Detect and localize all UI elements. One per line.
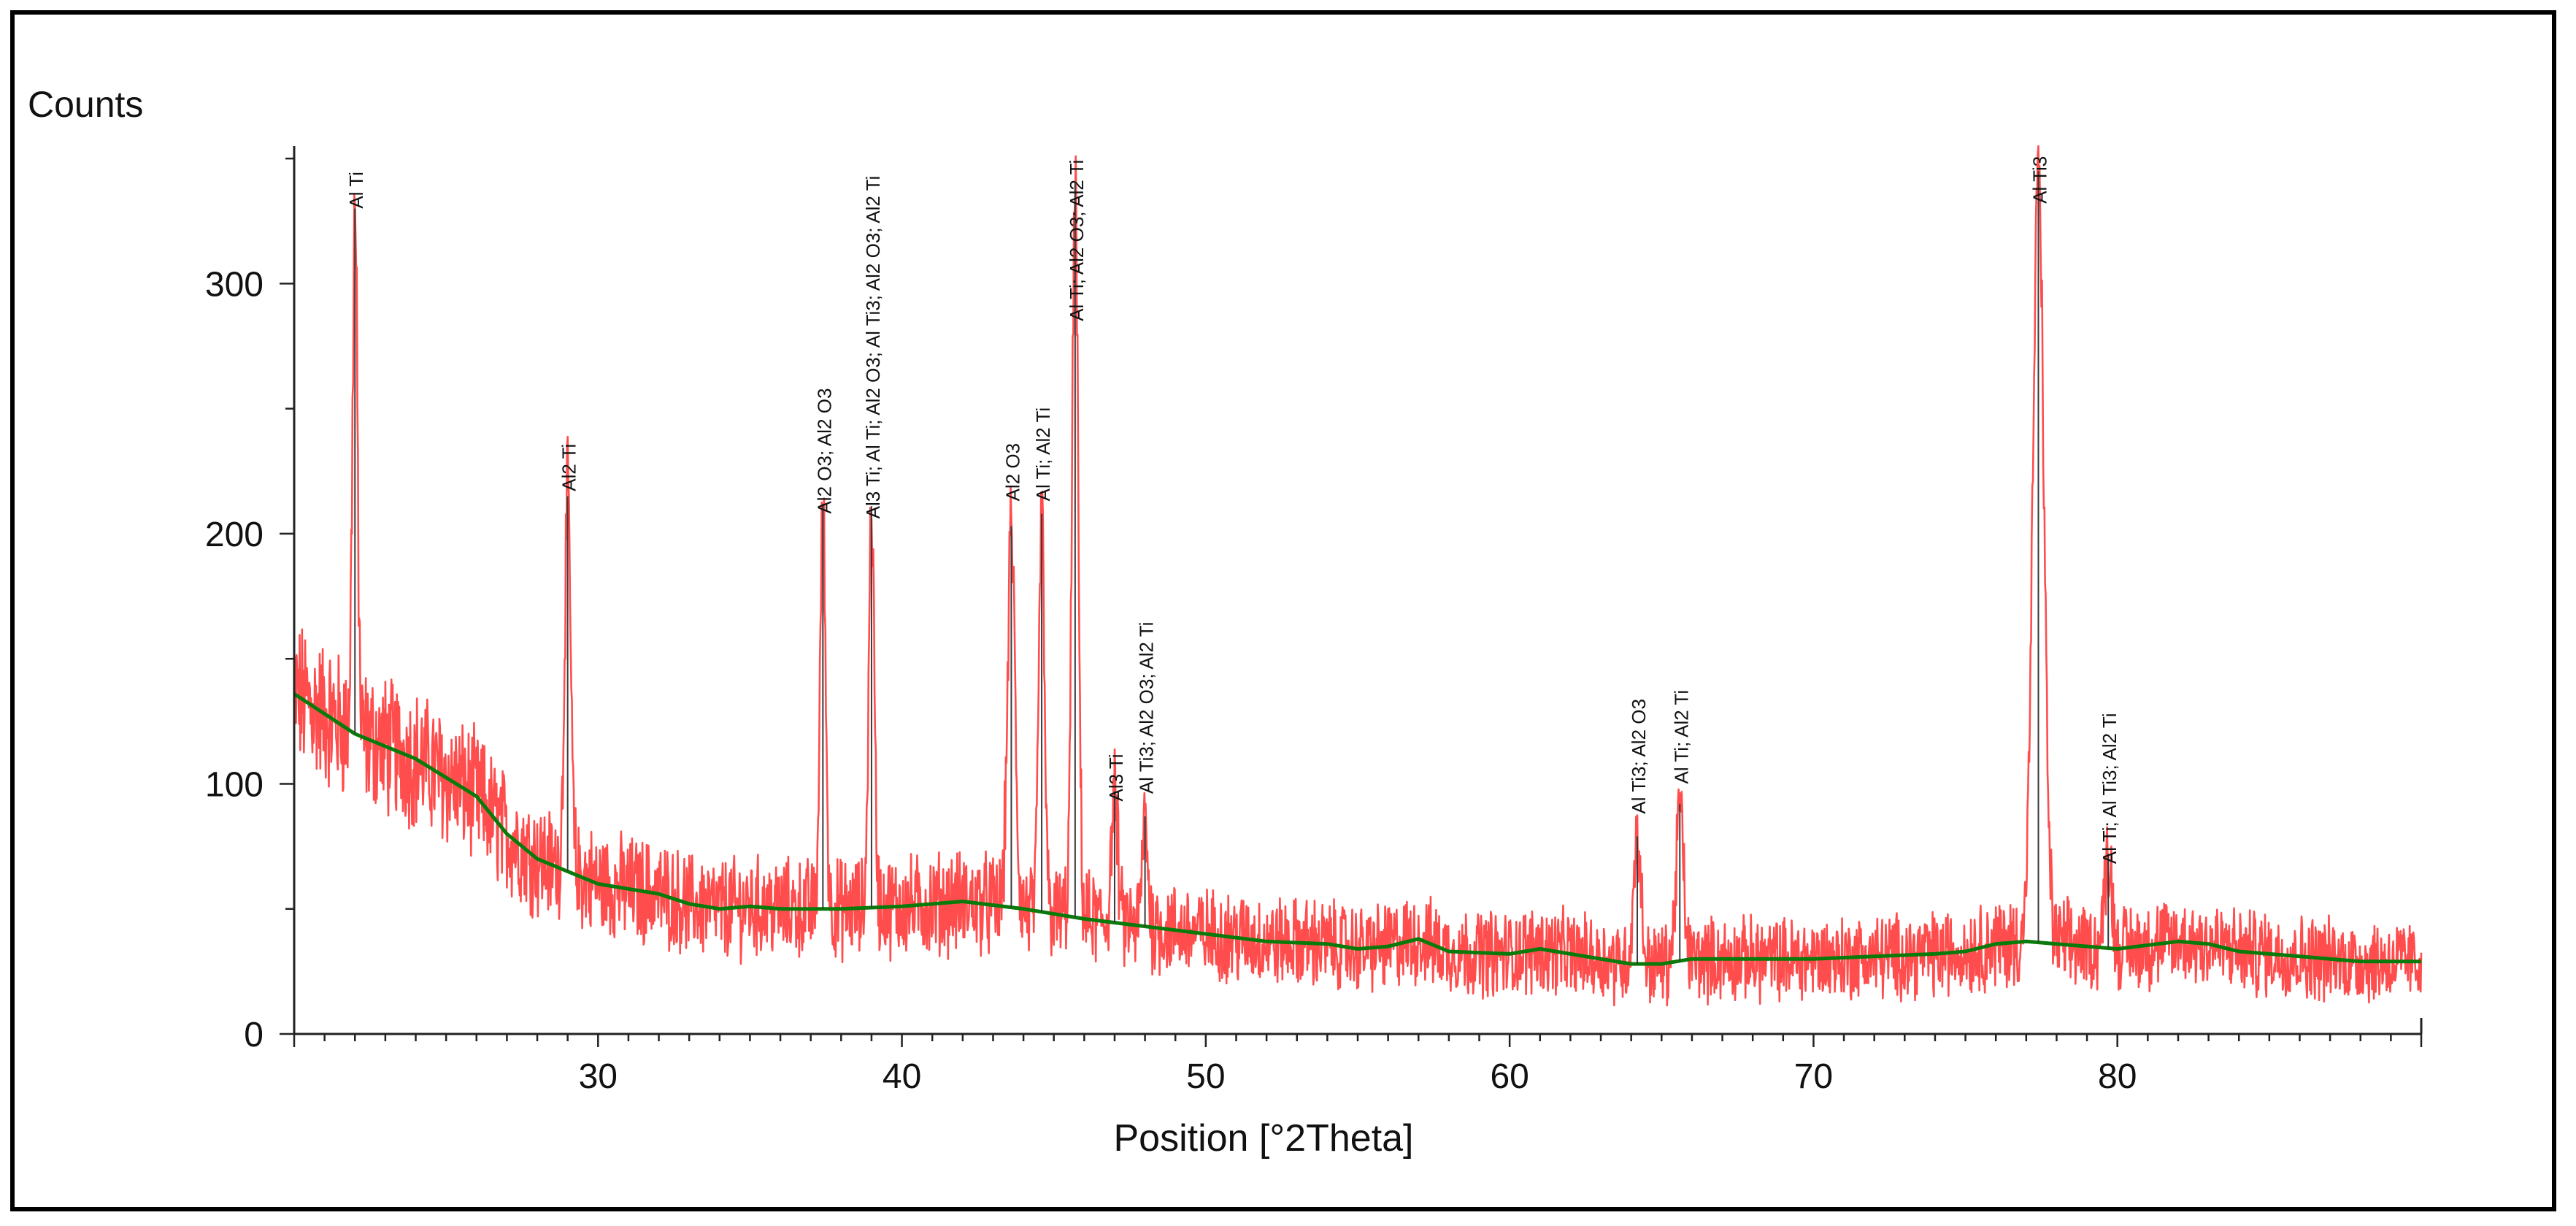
peak-annotations-group: Al Ti Al2 Ti Al2 O3; Al2 O3 Al3 Ti; Al Ti; … bbox=[345, 156, 2121, 864]
y-tick-label: 300 bbox=[205, 265, 264, 304]
observed-pattern-line bbox=[293, 145, 2423, 1007]
peak-label: Al Ti; Al2 Ti bbox=[1032, 407, 1054, 502]
x-tick-label: 60 bbox=[1490, 1057, 1529, 1096]
figure-frame: Al Ti Al2 Ti Al2 O3; Al2 O3 Al3 Ti; Al Ti; … bbox=[10, 10, 2556, 1211]
peak-label: Al3 Ti; Al Ti; Al2 O3; Al Ti3; Al2 O3; A… bbox=[862, 176, 884, 519]
x-axis-title: Position [°2Theta] bbox=[1113, 1117, 1413, 1160]
observed-pattern-group bbox=[293, 145, 2423, 1007]
peak-label: Al Ti; Al2 O3; Al2 Ti bbox=[1066, 160, 1088, 321]
x-tick-label: 80 bbox=[2098, 1057, 2137, 1096]
peak-sticks-group bbox=[354, 171, 2110, 965]
x-tick-label: 70 bbox=[1794, 1057, 1833, 1096]
y-axis-title: Counts bbox=[28, 84, 143, 125]
xrd-chart: Al Ti Al2 Ti Al2 O3; Al2 O3 Al3 Ti; Al Ti; … bbox=[28, 84, 2423, 1160]
peak-label: Al Ti3 bbox=[2029, 156, 2050, 204]
y-tick-label: 0 bbox=[244, 1016, 264, 1054]
peak-label: Al Ti bbox=[345, 172, 367, 209]
peak-label: Al Ti; Al Ti3; Al2 Ti bbox=[2099, 713, 2121, 864]
peak-label: Al3 Ti bbox=[1105, 754, 1127, 801]
peak-label: Al Ti3; Al2 O3; Al2 Ti bbox=[1136, 622, 1158, 794]
x-tick-label: 40 bbox=[883, 1057, 921, 1096]
peak-label: Al Ti3; Al2 O3 bbox=[1628, 699, 1650, 814]
background-curve-group bbox=[293, 692, 2421, 966]
background-line bbox=[293, 692, 2421, 966]
y-tick-label: 100 bbox=[205, 765, 264, 804]
x-tick-label: 30 bbox=[579, 1057, 618, 1096]
peak-label: Al2 O3; Al2 O3 bbox=[813, 388, 835, 514]
peak-label: Al2 Ti bbox=[558, 444, 580, 491]
y-tick-label: 200 bbox=[205, 516, 264, 554]
axes-group: 30 40 50 60 70 80 0 100 200 300 bbox=[205, 146, 2423, 1096]
peak-label: Al Ti; Al2 Ti bbox=[1670, 690, 1692, 784]
x-tick-label: 50 bbox=[1186, 1057, 1225, 1096]
peak-label: Al2 O3 bbox=[1001, 443, 1023, 502]
